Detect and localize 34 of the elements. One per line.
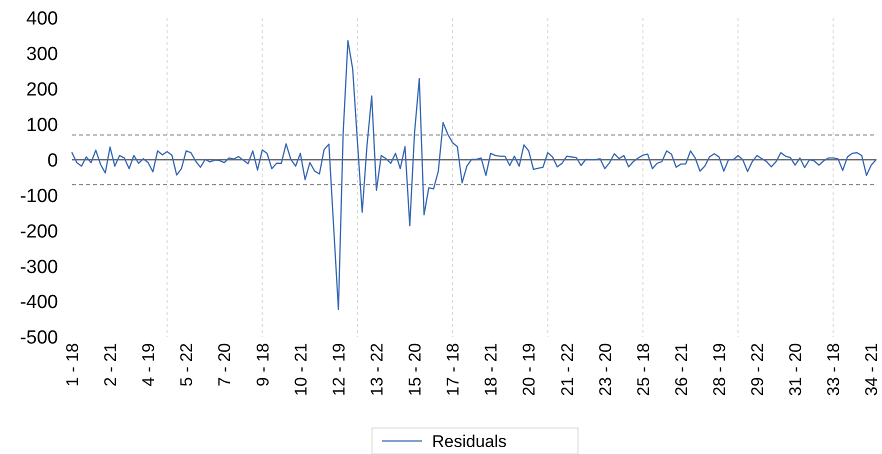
x-tick-label: 33 - 18 [824,343,844,396]
x-tick-label: 12 - 19 [329,343,348,396]
y-tick-label: 0 [47,150,58,172]
x-tick-label: 4 - 19 [139,343,158,386]
y-tick-label: -400 [20,292,58,314]
x-tick-label: 31 - 20 [786,343,806,396]
x-tick-label: 23 - 20 [596,343,615,396]
x-tick-label: 17 - 18 [444,343,463,396]
x-tick-label: 25 - 18 [634,343,653,396]
y-tick-label: -100 [20,186,58,207]
x-tick-label: 2 - 21 [101,343,120,386]
y-tick-label: 400 [26,8,58,30]
y-tick-label: 100 [26,114,58,136]
x-tick-label: 13 - 22 [367,343,386,396]
x-tick-label: 5 - 22 [177,343,196,386]
y-tick-label: 300 [26,44,58,66]
line-series [71,40,877,310]
x-tick-label: 28 - 19 [710,343,730,396]
y-tick-label: -300 [20,256,58,278]
y-tick-label: -200 [20,221,58,242]
x-tick-label: 34 - 21 [862,343,882,396]
legend-label: Residuals [432,432,507,451]
x-tick-label: 20 - 19 [520,343,539,396]
x-tick-label: 26 - 21 [672,343,691,396]
x-tick-label: 9 - 18 [253,343,272,386]
x-tick-label: 1 - 18 [63,343,82,386]
x-tick-label: 10 - 21 [291,343,310,396]
x-tick-label: 29 - 22 [748,343,768,396]
x-tick-label: 7 - 20 [215,343,234,386]
x-tick-label: 18 - 21 [482,343,501,396]
y-tick-label: -500 [20,328,58,349]
x-tick-label: 21 - 22 [558,343,577,396]
y-tick-label: 200 [26,80,58,101]
x-tick-label: 15 - 20 [406,343,425,396]
